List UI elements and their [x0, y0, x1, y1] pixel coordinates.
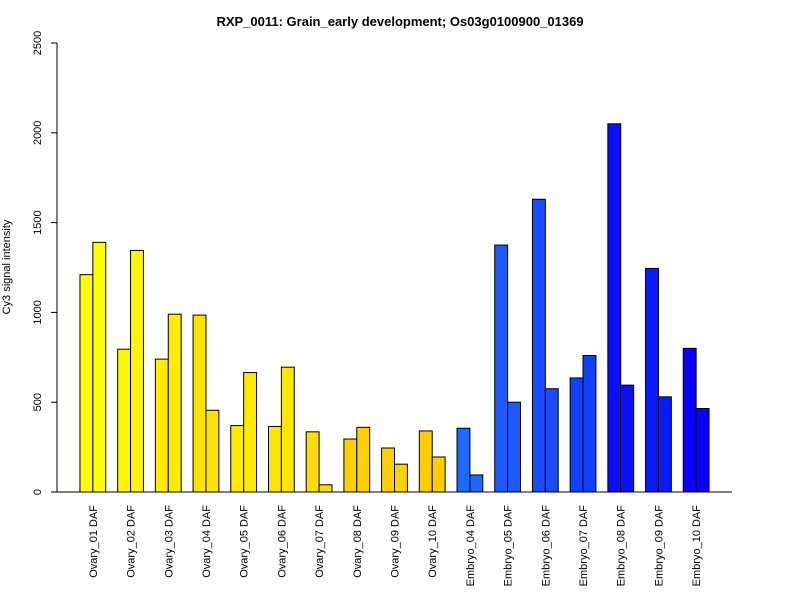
- y-tick-label: 1000: [32, 300, 44, 324]
- bar-1: [381, 447, 396, 493]
- bar-2: [544, 388, 559, 493]
- x-tick-label: Ovary_01 DAF: [88, 505, 100, 578]
- bar-1: [569, 377, 584, 493]
- bar-2: [507, 401, 522, 493]
- bar-2: [695, 407, 710, 493]
- x-tick-label: Embryo_10 DAF: [691, 505, 703, 587]
- bar-1: [456, 427, 471, 493]
- x-tick-label: Ovary_03 DAF: [163, 505, 175, 578]
- y-axis: 0 500 1000 1500 2000 2500: [32, 31, 58, 495]
- bars-group: [79, 123, 710, 493]
- bar-2: [92, 241, 107, 493]
- y-tick-label: 500: [32, 393, 44, 411]
- bar-1: [607, 123, 622, 493]
- x-tick-label: Embryo_09 DAF: [653, 505, 665, 587]
- chart-title: RXP_0011: Grain_early development; Os03g…: [216, 14, 583, 29]
- y-tick-label: 1500: [32, 210, 44, 234]
- y-tick-label: 2000: [32, 121, 44, 145]
- bar-2: [167, 313, 182, 493]
- category-labels: Ovary_01 DAF Ovary_02 DAF Ovary_03 DAF Ovar…: [88, 505, 703, 587]
- bar-2: [205, 409, 220, 493]
- bar-2: [469, 474, 484, 493]
- y-tick-label: 2500: [32, 31, 44, 55]
- x-tick-label: Ovary_08 DAF: [352, 505, 364, 578]
- bar-2: [394, 463, 408, 493]
- bar-1: [154, 358, 169, 493]
- x-tick-label: Ovary_09 DAF: [390, 505, 402, 578]
- bar-2: [130, 249, 144, 493]
- y-axis-label: Cy3 signal intensity: [1, 219, 13, 314]
- bar-1: [192, 314, 207, 493]
- x-tick-label: Ovary_10 DAF: [427, 505, 439, 578]
- bar-2: [318, 484, 333, 493]
- bar-1: [117, 348, 132, 493]
- bar-1: [267, 425, 282, 493]
- x-tick-label: Embryo_06 DAF: [540, 505, 552, 587]
- x-tick-label: Embryo_07 DAF: [578, 505, 590, 587]
- bar-2: [243, 372, 258, 493]
- bar-1: [682, 347, 697, 493]
- bar-2: [280, 366, 295, 493]
- bar-1: [531, 198, 546, 493]
- x-tick-label: Ovary_06 DAF: [276, 505, 288, 578]
- bar-1: [418, 430, 433, 493]
- bar-2: [620, 384, 635, 493]
- x-tick-label: Ovary_02 DAF: [126, 505, 138, 578]
- x-tick-label: Embryo_08 DAF: [616, 505, 628, 587]
- bar-2: [582, 355, 597, 493]
- bar-1: [230, 425, 245, 493]
- x-tick-label: Embryo_04 DAF: [465, 505, 477, 587]
- bar-1: [494, 244, 509, 493]
- bar-1: [343, 438, 358, 493]
- bar-1: [645, 267, 659, 493]
- bar-1: [79, 274, 94, 493]
- bar-2: [431, 456, 446, 493]
- x-tick-label: Ovary_05 DAF: [239, 505, 251, 578]
- x-tick-label: Ovary_04 DAF: [201, 505, 213, 578]
- x-tick-label: Ovary_07 DAF: [314, 505, 326, 578]
- bar-2: [657, 396, 672, 493]
- y-tick-label: 0: [32, 489, 44, 495]
- bar-2: [356, 426, 371, 493]
- bar-1: [305, 431, 320, 493]
- x-tick-label: Embryo_05 DAF: [503, 505, 515, 587]
